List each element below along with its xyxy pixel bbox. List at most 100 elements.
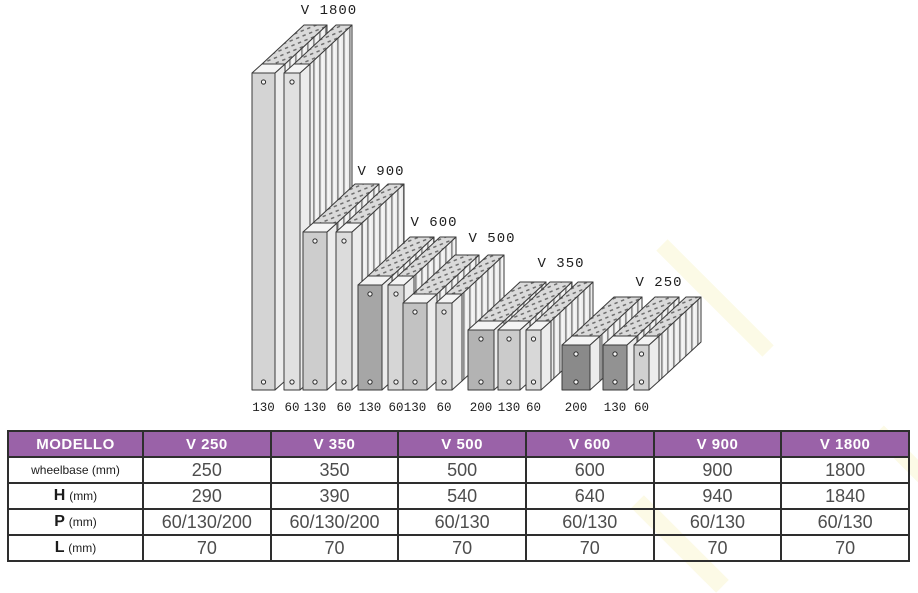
row-label: H (mm): [7, 482, 144, 510]
table-row: P (mm) 60/130/200 60/130/200 60/130 60/130 60…: [7, 508, 910, 536]
header-cell-model: V 600: [524, 430, 655, 458]
mounting-hole: [312, 238, 318, 244]
mounting-hole: [638, 351, 645, 357]
panel-front: [357, 284, 383, 391]
table-row: L (mm) 70 70 70 70 70 70: [7, 534, 910, 562]
mounting-hole: [612, 379, 618, 385]
mounting-hole: [506, 336, 512, 342]
mounting-hole: [412, 309, 418, 315]
header-cell-modello: MODELLO: [7, 430, 144, 458]
depth-dim-label: 60: [526, 401, 541, 415]
mounting-hole: [412, 379, 418, 385]
value-cell: 500: [397, 456, 527, 484]
value-cell: 60/130/200: [142, 508, 272, 536]
panel-front: [402, 302, 428, 391]
row-label: P (mm): [7, 508, 144, 536]
row-label: wheelbase (mm): [7, 456, 144, 484]
value-cell: 60/130: [397, 508, 527, 536]
header-cell-model: V 900: [652, 430, 783, 458]
mounting-hole: [260, 79, 267, 85]
header-cell-model: V 1800: [780, 430, 910, 458]
spec-table: MODELLO V 250 V 350 V 500 V 600 V 900 V 1800 w…: [7, 430, 910, 562]
mounting-hole: [638, 379, 645, 385]
value-cell: 70: [397, 534, 527, 562]
plate-side: [540, 320, 552, 391]
depth-dim-label: 60: [436, 401, 451, 415]
mounting-hole: [289, 379, 295, 385]
depth-dim-label: 130: [252, 401, 275, 415]
panel-front: [435, 302, 453, 391]
panel-front: [283, 72, 301, 391]
mounting-hole: [573, 351, 579, 357]
value-cell: 60/130: [524, 508, 655, 536]
group-model-label: V 600: [410, 215, 457, 231]
value-cell: 1800: [780, 456, 910, 484]
depth-dim-label: 200: [565, 401, 588, 415]
value-cell: 940: [652, 482, 783, 510]
depth-dim-label: 60: [388, 401, 403, 415]
group-model-label: V 350: [537, 256, 584, 272]
value-cell: 1840: [780, 482, 910, 510]
mounting-hole: [573, 379, 579, 385]
mounting-hole: [478, 379, 484, 385]
plate-side: [451, 293, 463, 391]
row-label: L (mm): [7, 534, 144, 562]
depth-dim-label: 130: [604, 401, 627, 415]
value-cell: 350: [269, 456, 400, 484]
value-cell: 900: [652, 456, 783, 484]
group-model-label: V 500: [468, 231, 515, 247]
mounting-hole: [441, 309, 447, 315]
mounting-hole: [367, 291, 373, 297]
depth-dim-label: 130: [359, 401, 382, 415]
table-row: wheelbase (mm) 250 350 500 600 900 1800: [7, 456, 910, 484]
value-cell: 60/130/200: [269, 508, 400, 536]
depth-dim-label: 200: [470, 401, 493, 415]
value-cell: 390: [269, 482, 400, 510]
mounting-hole: [367, 379, 373, 385]
mounting-hole: [341, 238, 347, 244]
table-row: H (mm) 290 390 540 640 940 1840: [7, 482, 910, 510]
mounting-hole: [341, 379, 347, 385]
value-cell: 290: [142, 482, 272, 510]
value-cell: 60/130: [780, 508, 910, 536]
mounting-hole: [393, 379, 399, 385]
group-model-label: V 250: [635, 275, 682, 291]
panel-front: [251, 72, 276, 391]
panel-front: [302, 231, 328, 391]
panel-front: [387, 284, 405, 391]
mounting-hole: [506, 379, 512, 385]
mounting-hole: [260, 379, 267, 385]
depth-dim-label: 60: [336, 401, 351, 415]
value-cell: 70: [142, 534, 272, 562]
header-cell-model: V 350: [269, 430, 400, 458]
group-model-label: V 1800: [301, 3, 357, 19]
value-cell: 60/130: [652, 508, 783, 536]
depth-dim-label: 130: [304, 401, 327, 415]
depth-dim-label: 60: [284, 401, 299, 415]
spec-table-head: MODELLO V 250 V 350 V 500 V 600 V 900 V 1800: [7, 430, 910, 458]
group-model-label: V 900: [357, 164, 404, 180]
radiator-diagram: 130 60 V 1800 130 60 V 900 130 60 V 600 130 60 V 50…: [251, 3, 774, 415]
value-cell: 640: [524, 482, 655, 510]
value-cell: 70: [780, 534, 910, 562]
mounting-hole: [393, 291, 399, 297]
mounting-hole: [289, 79, 295, 85]
value-cell: 70: [269, 534, 400, 562]
panel-front: [633, 344, 650, 391]
mounting-hole: [441, 379, 447, 385]
mounting-hole: [612, 351, 618, 357]
mounting-hole: [530, 336, 537, 342]
value-cell: 70: [652, 534, 783, 562]
panel-front: [335, 231, 353, 391]
depth-dim-label: 130: [404, 401, 427, 415]
panel-front: [525, 329, 542, 391]
value-cell: 250: [142, 456, 272, 484]
spec-table-body: wheelbase (mm) 250 350 500 600 900 1800 H (mm) 2…: [7, 456, 910, 562]
header-cell-model: V 500: [397, 430, 527, 458]
mounting-hole: [530, 379, 537, 385]
panel-front: [497, 329, 521, 391]
value-cell: 600: [524, 456, 655, 484]
mounting-hole: [478, 336, 484, 342]
mounting-hole: [312, 379, 318, 385]
